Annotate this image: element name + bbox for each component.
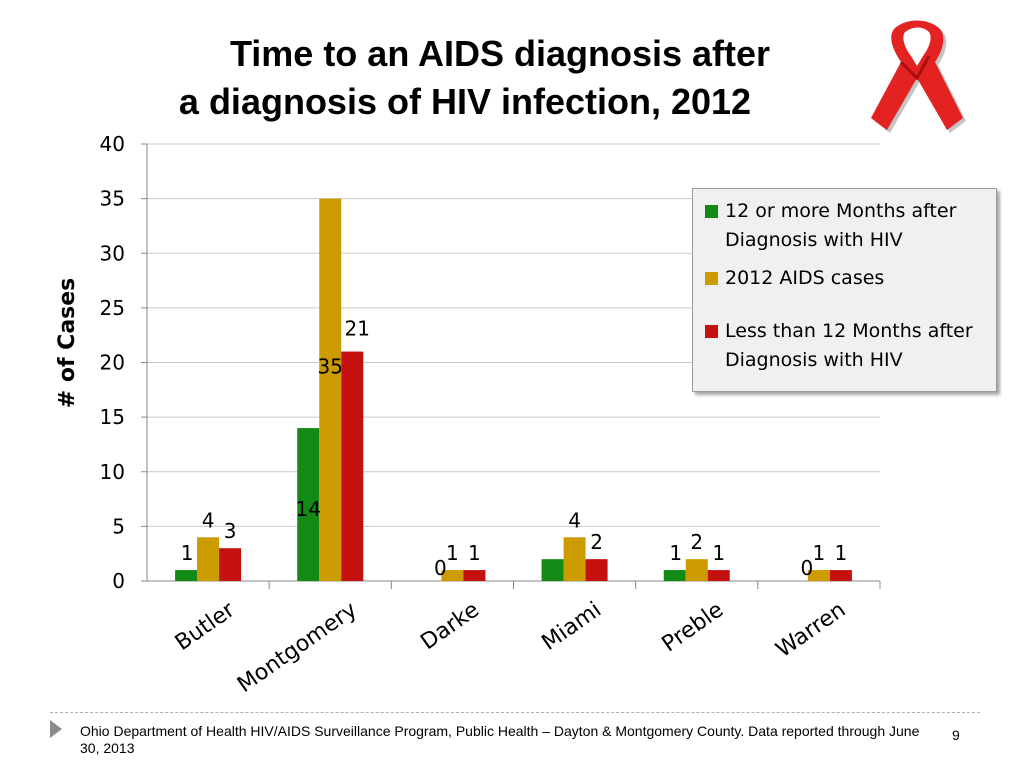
legend-label: 2012 AIDS cases: [725, 267, 885, 289]
data-label: 0: [434, 556, 447, 580]
legend-item-12-plus-months: 12 or more Months after Diagnosis with H…: [703, 197, 990, 255]
data-label: 2: [690, 530, 703, 554]
y-tick-label: 5: [112, 514, 125, 538]
data-label: 1: [669, 541, 682, 565]
y-axis-label: # of Cases: [55, 278, 80, 409]
bar: [807, 570, 830, 581]
data-label: 4: [568, 508, 581, 532]
legend-swatch-gold: [705, 272, 718, 285]
data-label: 1: [446, 541, 459, 565]
bar: [297, 428, 320, 581]
slide-title: Time to an AIDS diagnosis after a diagno…: [0, 30, 1000, 126]
data-label: 21: [345, 317, 370, 341]
bar: [441, 570, 464, 581]
legend-label: 12 or more Months after Diagnosis with H…: [725, 200, 957, 251]
x-tick-label: Darke: [416, 597, 484, 655]
red-awareness-ribbon-icon: [871, 20, 966, 133]
footer-source: Ohio Department of Health HIV/AIDS Surve…: [80, 723, 920, 756]
data-label: 1: [468, 541, 481, 565]
legend-item-less-than-12-months: Less than 12 Months after Diagnosis with…: [703, 317, 990, 375]
bar: [463, 570, 486, 581]
page-number: 9: [952, 727, 960, 743]
bar: [585, 559, 608, 581]
y-tick-label: 40: [100, 132, 125, 156]
bar: [663, 570, 686, 581]
y-tick-label: 10: [100, 460, 125, 484]
footer-divider: [50, 712, 980, 713]
legend-swatch-red: [705, 325, 718, 338]
axes: [141, 143, 881, 589]
legend-swatch-green: [705, 205, 718, 218]
x-tick-label: Butler: [171, 597, 240, 656]
bar: [197, 537, 220, 581]
y-tick-label: 15: [100, 405, 125, 429]
data-label: 14: [296, 497, 321, 521]
bar: [685, 559, 708, 581]
data-label: 1: [712, 541, 725, 565]
data-label: 1: [813, 541, 826, 565]
y-tick-label: 30: [100, 241, 125, 265]
data-label: 4: [202, 508, 215, 532]
bar: [341, 351, 364, 581]
legend-label: Less than 12 Months after Diagnosis with…: [725, 320, 973, 371]
data-label: 2: [590, 530, 603, 554]
bar: [707, 570, 730, 581]
data-label: 3: [224, 519, 237, 543]
chart-legend: 12 or more Months after Diagnosis with H…: [692, 188, 997, 392]
y-tick-label: 35: [100, 187, 125, 211]
bar: [829, 570, 852, 581]
y-tick-label: 25: [100, 296, 125, 320]
x-tick-label: Preble: [658, 597, 729, 657]
bar: [563, 537, 586, 581]
legend-item-2012-aids-cases: 2012 AIDS cases: [703, 264, 990, 293]
data-label: 1: [835, 541, 848, 565]
bar: [219, 548, 242, 581]
title-line-2: a diagnosis of HIV infection, 2012: [178, 81, 752, 122]
y-tick-label: 0: [112, 569, 125, 593]
bar: [175, 570, 198, 581]
title-line-1: Time to an AIDS diagnosis after: [229, 33, 771, 74]
bars: [175, 198, 852, 581]
y-tick-label: 20: [100, 351, 125, 375]
footer-arrow-icon: [50, 720, 62, 738]
x-tick-label: Montgomery: [233, 597, 362, 697]
data-label: 1: [181, 541, 194, 565]
x-tick-label: Warren: [772, 597, 851, 663]
data-label: 0: [801, 556, 814, 580]
data-label: 35: [318, 355, 343, 379]
bar: [319, 198, 342, 581]
bar: [541, 559, 564, 581]
x-tick-label: Miami: [538, 597, 607, 655]
